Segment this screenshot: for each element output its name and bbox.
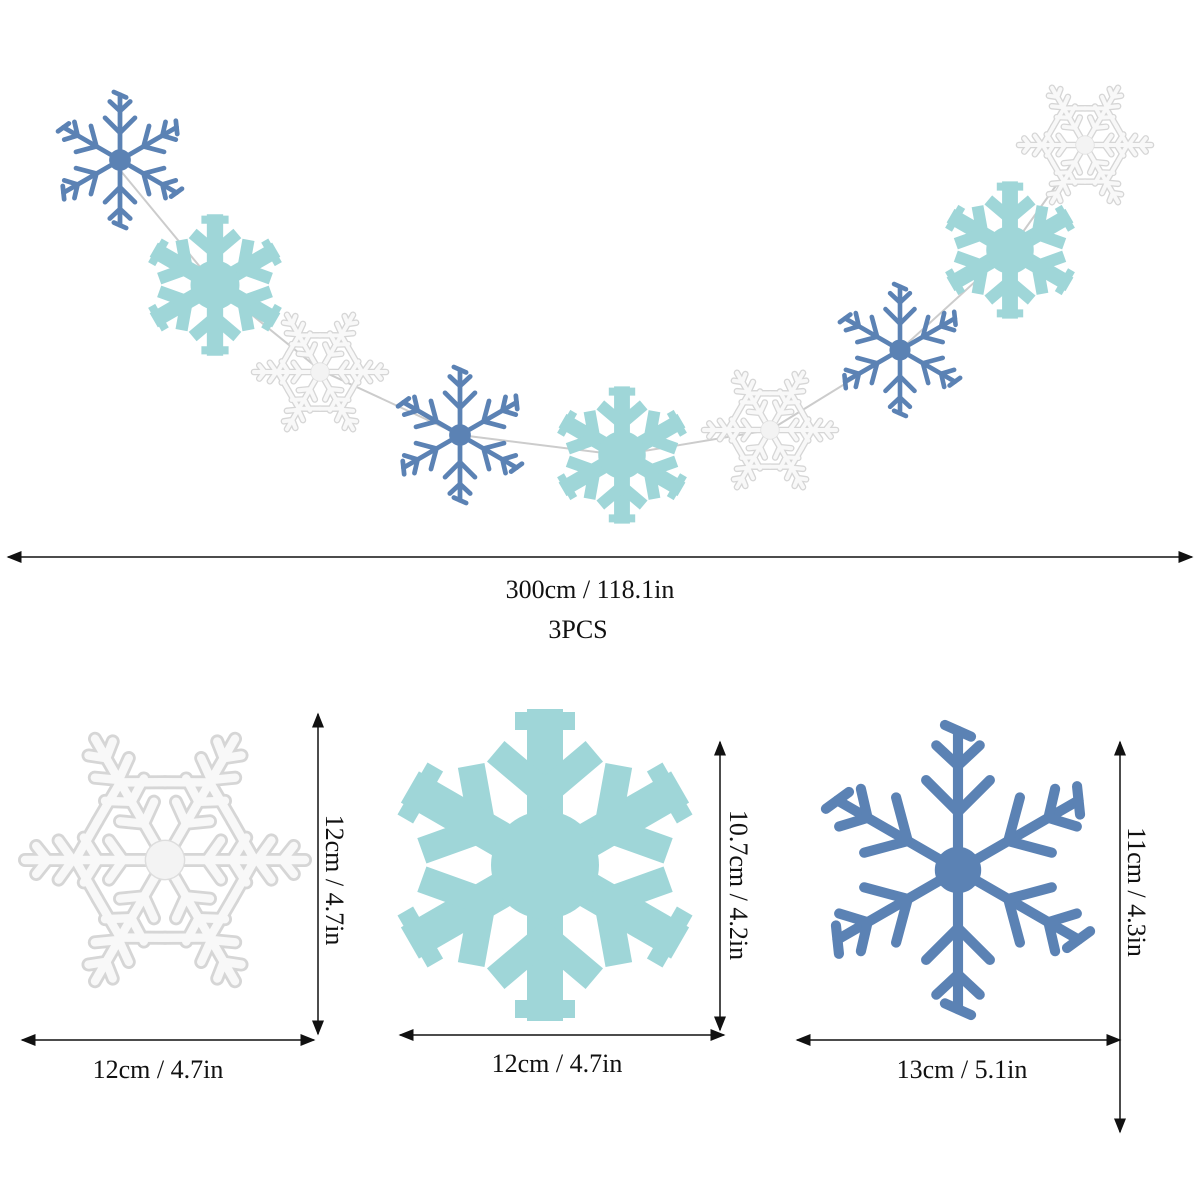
height-label: 11cm / 4.3in <box>1122 827 1151 957</box>
quantity-label: 3PCS <box>548 615 607 644</box>
garland <box>54 55 1176 521</box>
height-label: 12cm / 4.7in <box>320 815 349 946</box>
width-label: 12cm / 4.7in <box>492 1049 623 1078</box>
item-dark-blue: 13cm / 5.1in 11cm / 4.3in <box>795 725 1151 1134</box>
length-label: 300cm / 118.1in <box>506 575 675 604</box>
item-white: 12cm / 4.7in 12cm / 4.7in <box>0 668 357 1084</box>
width-label: 12cm / 4.7in <box>93 1055 224 1084</box>
item-light-blue: 12cm / 4.7in 10.7cm / 4.2in <box>398 721 753 1078</box>
height-label: 10.7cm / 4.2in <box>724 810 753 960</box>
width-label: 13cm / 5.1in <box>897 1055 1028 1084</box>
